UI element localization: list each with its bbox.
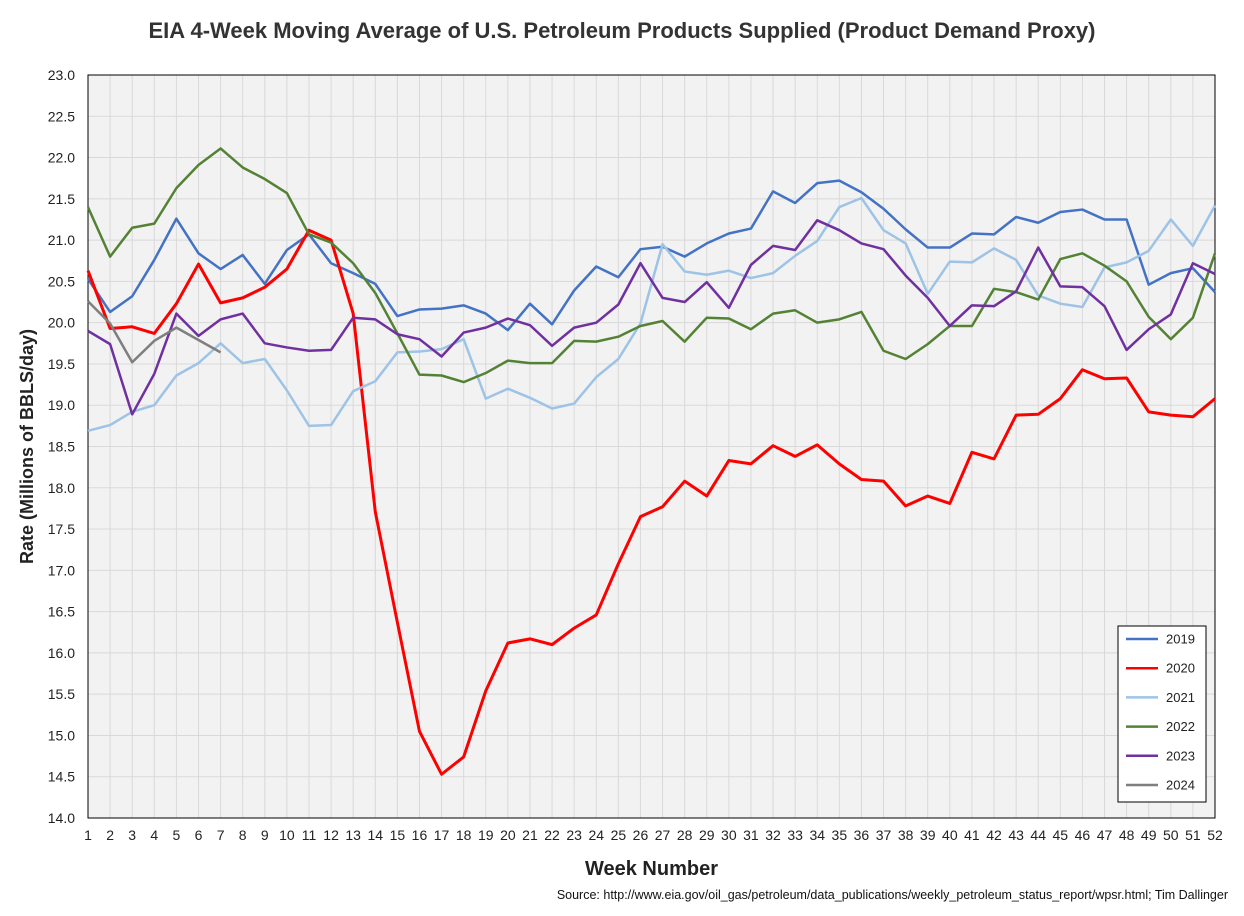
x-tick-label: 29 (699, 827, 715, 843)
y-tick-label: 22.5 (48, 108, 75, 124)
x-tick-label: 3 (128, 827, 136, 843)
x-tick-label: 35 (832, 827, 848, 843)
legend-label-2021: 2021 (1166, 690, 1195, 705)
y-tick-label: 18.0 (48, 480, 75, 496)
series-line-2024 (87, 300, 222, 364)
x-tick-label: 39 (920, 827, 936, 843)
x-tick-label: 26 (633, 827, 649, 843)
legend-label-2022: 2022 (1166, 719, 1195, 734)
y-tick-label: 23.0 (48, 67, 75, 83)
x-axis-ticks: 1 2 3 4 5 6 7 8 9 10 11 12 13 14 15 16 17 18 19 20 21 22 23 24 2… (84, 827, 1223, 843)
x-tick-label: 34 (809, 827, 825, 843)
y-tick-label: 15.0 (48, 727, 75, 743)
y-tick-label: 22.0 (48, 150, 75, 166)
x-tick-label: 17 (434, 827, 450, 843)
series-line-2023 (87, 219, 1216, 416)
y-tick-label: 19.5 (48, 356, 75, 372)
x-tick-label: 25 (611, 827, 627, 843)
x-tick-label: 21 (522, 827, 538, 843)
x-tick-label: 47 (1097, 827, 1113, 843)
y-axis-ticks: 14.0 14.5 15.0 15.5 16.0 16.5 17.0 17.5 18.0 18.5… (48, 67, 75, 826)
x-tick-label: 38 (898, 827, 914, 843)
y-tick-label: 14.0 (48, 810, 75, 826)
series-line-2022 (86, 147, 1217, 384)
x-tick-label: 9 (261, 827, 269, 843)
x-tick-label: 33 (787, 827, 803, 843)
series-lines (86, 147, 1217, 776)
x-axis-label: Week Number (585, 858, 718, 880)
y-tick-label: 16.0 (48, 645, 75, 661)
x-tick-label: 15 (390, 827, 406, 843)
x-tick-label: 46 (1075, 827, 1091, 843)
x-tick-label: 50 (1163, 827, 1179, 843)
y-tick-label: 14.5 (48, 769, 75, 785)
x-tick-label: 10 (279, 827, 295, 843)
y-tick-label: 21.0 (48, 232, 75, 248)
x-tick-label: 8 (239, 827, 247, 843)
x-tick-label: 4 (150, 827, 158, 843)
x-tick-label: 2 (106, 827, 114, 843)
x-tick-label: 12 (323, 827, 339, 843)
legend: 2019 2020 2021 2022 2023 2024 (1117, 625, 1207, 803)
y-tick-label: 17.5 (48, 521, 75, 537)
x-tick-label: 42 (986, 827, 1002, 843)
plot-border (87, 74, 1216, 819)
x-tick-label: 11 (302, 827, 317, 843)
x-tick-label: 32 (765, 827, 781, 843)
legend-label-2023: 2023 (1166, 748, 1195, 763)
x-tick-label: 44 (1030, 827, 1046, 843)
x-tick-label: 43 (1008, 827, 1024, 843)
x-tick-label: 20 (500, 827, 516, 843)
x-tick-label: 13 (345, 827, 361, 843)
x-tick-label: 52 (1207, 827, 1223, 843)
legend-box (1117, 625, 1207, 803)
y-tick-label: 16.5 (48, 604, 75, 620)
legend-label-2020: 2020 (1166, 661, 1195, 676)
source-note: Source: http://www.eia.gov/oil_gas/petro… (556, 888, 1228, 902)
x-tick-label: 51 (1185, 827, 1201, 843)
x-tick-label: 19 (478, 827, 494, 843)
x-tick-label: 48 (1119, 827, 1135, 843)
x-tick-label: 5 (172, 827, 180, 843)
legend-label-2019: 2019 (1166, 632, 1195, 647)
x-tick-label: 40 (942, 827, 958, 843)
x-tick-label: 22 (544, 827, 560, 843)
x-tick-label: 18 (456, 827, 472, 843)
x-tick-label: 36 (854, 827, 870, 843)
y-tick-label: 17.0 (48, 562, 75, 578)
y-tick-label: 20.0 (48, 315, 75, 331)
series-line-2020 (86, 228, 1216, 776)
y-axis-label: Rate (Millions of BBLS/day) (17, 329, 37, 564)
x-tick-label: 41 (964, 827, 980, 843)
x-tick-label: 28 (677, 827, 693, 843)
y-tick-label: 20.5 (48, 273, 75, 289)
chart-title: EIA 4-Week Moving Average of U.S. Petrol… (148, 18, 1096, 43)
x-tick-label: 23 (566, 827, 582, 843)
x-tick-label: 24 (588, 827, 604, 843)
x-tick-label: 31 (743, 827, 759, 843)
y-tick-label: 18.5 (48, 439, 75, 455)
x-tick-label: 49 (1141, 827, 1157, 843)
x-tick-label: 45 (1053, 827, 1069, 843)
legend-label-2024: 2024 (1166, 778, 1195, 793)
x-tick-label: 7 (217, 827, 225, 843)
x-tick-label: 27 (655, 827, 671, 843)
x-tick-label: 1 (84, 827, 92, 843)
series-line-2021 (87, 196, 1217, 433)
x-tick-label: 6 (195, 827, 203, 843)
x-tick-label: 16 (412, 827, 428, 843)
y-tick-label: 19.0 (48, 397, 75, 413)
x-tick-label: 37 (876, 827, 892, 843)
x-tick-label: 30 (721, 827, 737, 843)
y-tick-label: 15.5 (48, 686, 75, 702)
y-tick-label: 21.5 (48, 191, 75, 207)
series-line-2019 (86, 179, 1216, 332)
x-tick-label: 14 (367, 827, 383, 843)
